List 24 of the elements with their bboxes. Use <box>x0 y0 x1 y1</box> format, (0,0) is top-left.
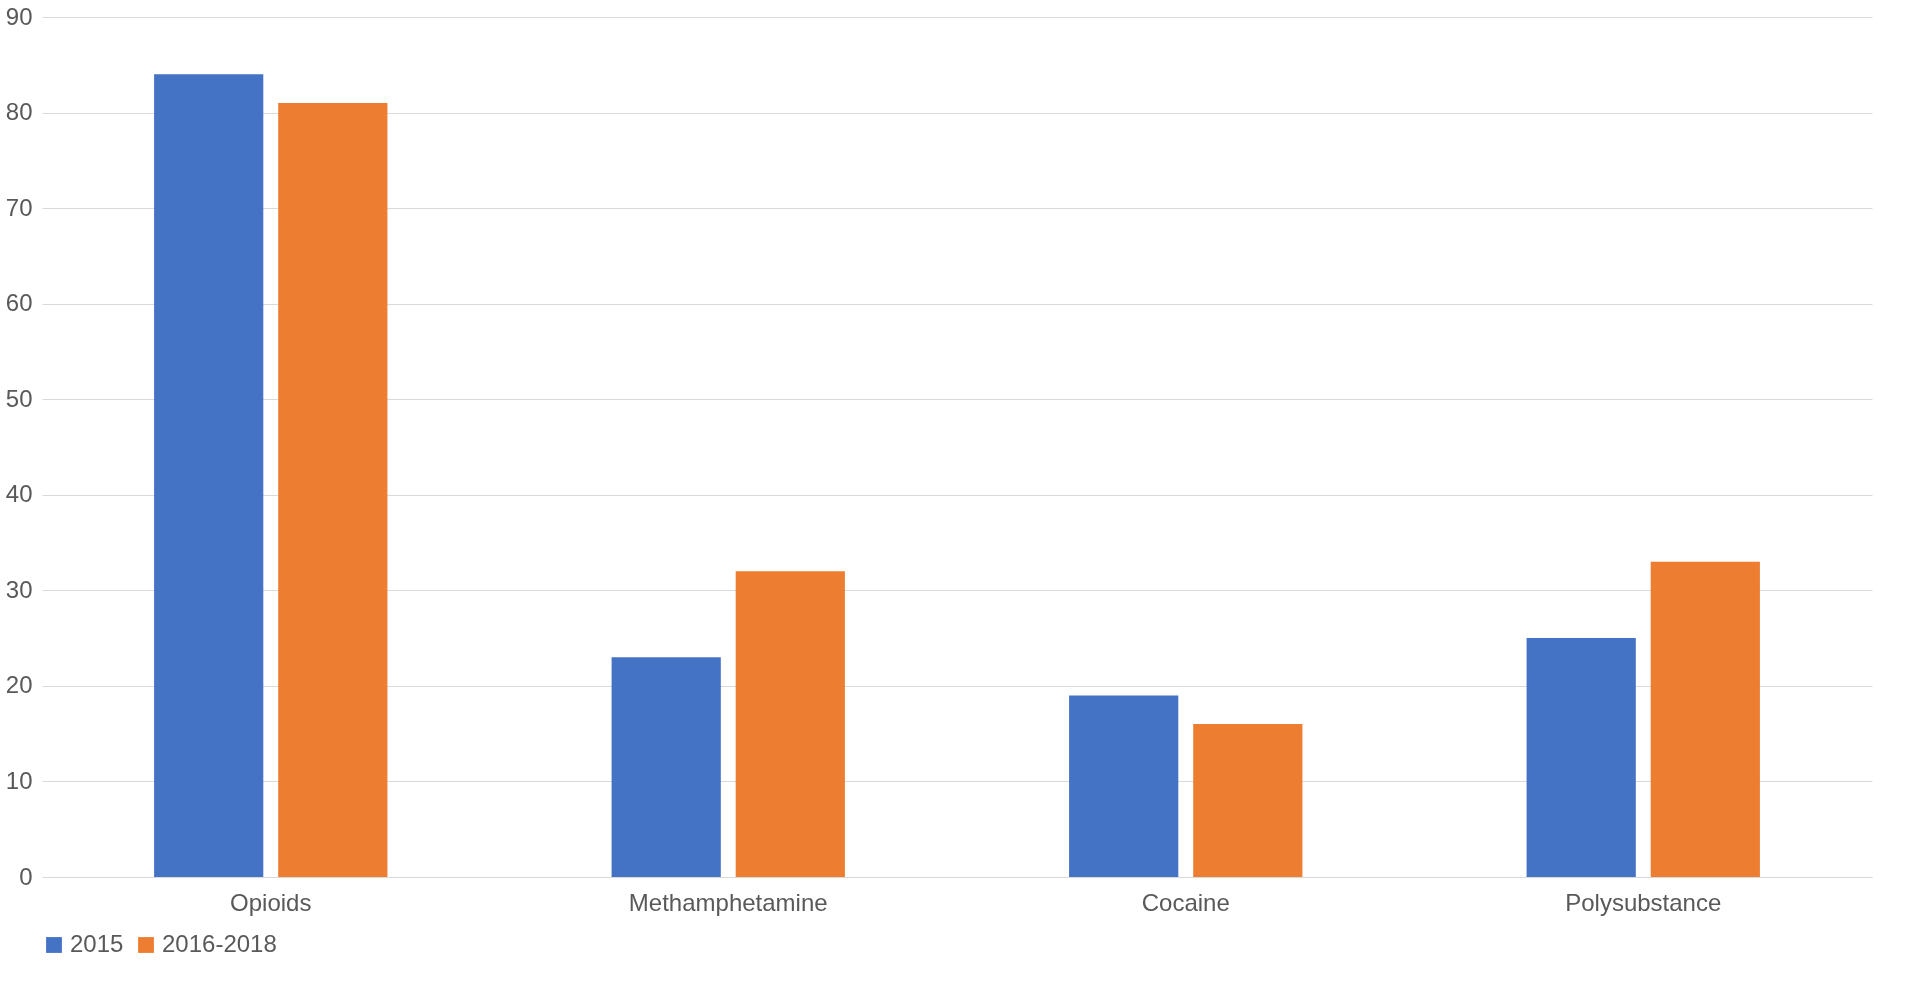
y-tick-label: 80 <box>5 98 33 126</box>
bar <box>1526 638 1636 877</box>
bar <box>735 571 845 877</box>
x-tick-label: Cocaine <box>1141 888 1230 916</box>
y-tick-label: 40 <box>5 480 33 508</box>
y-tick-label: 50 <box>5 384 33 412</box>
y-tick-label: 70 <box>5 193 33 221</box>
bar <box>611 657 721 877</box>
bar <box>1069 695 1179 877</box>
y-tick-label: 60 <box>5 289 33 317</box>
y-tick-label: 20 <box>5 671 33 699</box>
y-tick-label: 10 <box>5 766 33 794</box>
x-tick-label: Methamphetamine <box>628 888 828 916</box>
y-tick-label: 0 <box>19 862 33 890</box>
y-tick-label: 30 <box>5 575 33 603</box>
x-tick-label: Polysubstance <box>1565 888 1722 916</box>
bar <box>1650 561 1760 877</box>
bar <box>278 103 388 877</box>
bar <box>154 74 264 877</box>
x-tick-label: Opioids <box>230 888 312 916</box>
legend-label: 2016-2018 <box>162 930 277 957</box>
bar <box>1193 724 1303 877</box>
legend-label: 2015 <box>70 930 124 957</box>
y-tick-label: 90 <box>5 2 33 30</box>
